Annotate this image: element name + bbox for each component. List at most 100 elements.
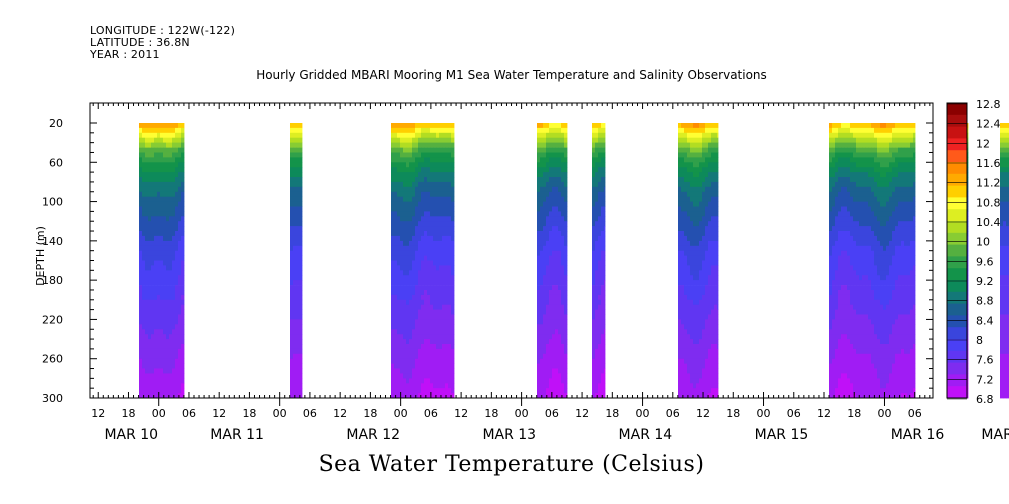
heatmap-cell (409, 348, 413, 355)
heatmap-cell (871, 368, 875, 374)
heatmap-cell (862, 235, 866, 242)
heatmap-cell (409, 231, 413, 237)
heatmap-cell (856, 324, 860, 330)
heatmap-cell (598, 299, 602, 306)
heatmap-cell (175, 393, 179, 399)
heatmap-cell (708, 240, 712, 247)
heatmap-cell (397, 196, 401, 202)
heatmap-cell (690, 275, 694, 281)
heatmap-cell (847, 319, 851, 325)
heatmap-cell (160, 206, 164, 212)
heatmap-cell (850, 353, 854, 360)
heatmap-cell (865, 196, 869, 202)
heatmap-cell (145, 363, 149, 369)
heatmap-cell (154, 378, 158, 384)
heatmap-cell (705, 127, 709, 134)
heatmap-cell (552, 142, 556, 148)
heatmap-cell (175, 358, 179, 364)
heatmap-cell (448, 127, 452, 134)
heatmap-cell (868, 147, 872, 153)
heatmap-cell (601, 363, 605, 369)
heatmap-cell (181, 167, 185, 173)
heatmap-cell (445, 309, 449, 315)
heatmap-cell (451, 265, 455, 271)
heatmap-cell (436, 260, 440, 266)
heatmap-cell (400, 240, 404, 247)
heatmap-cell (151, 137, 155, 143)
heatmap-cell (163, 299, 167, 306)
heatmap-cell (394, 255, 398, 261)
heatmap-cell (841, 177, 845, 183)
heatmap-cell (678, 201, 682, 207)
heatmap-cell (874, 299, 878, 306)
heatmap-cell (296, 235, 300, 242)
heatmap-cell (708, 319, 712, 325)
heatmap-cell (841, 152, 845, 158)
heatmap-cell (558, 123, 562, 129)
heatmap-cell (148, 388, 152, 394)
heatmap-cell (293, 280, 297, 286)
heatmap-cell (421, 157, 425, 163)
heatmap-cell (445, 329, 449, 335)
heatmap-cell (546, 265, 550, 271)
heatmap-cell (169, 348, 173, 355)
heatmap-cell (601, 373, 605, 379)
heatmap-cell (717, 358, 719, 364)
heatmap-cell (880, 373, 884, 379)
heatmap-cell (148, 309, 152, 315)
heatmap-cell (299, 304, 303, 310)
heatmap-cell (558, 344, 562, 350)
heatmap-cell (172, 290, 176, 296)
heatmap-cell (877, 255, 881, 261)
heatmap-cell (145, 245, 149, 252)
heatmap-cell (708, 196, 712, 202)
heatmap-cell (711, 226, 715, 232)
heatmap-cell (166, 172, 170, 178)
heatmap-cell (157, 378, 161, 384)
heatmap-cell (391, 363, 395, 369)
heatmap-cell (595, 211, 599, 217)
heatmap-cell (564, 368, 568, 374)
heatmap-cell (290, 123, 294, 129)
heatmap-cell (678, 309, 682, 315)
heatmap-cell (424, 132, 428, 139)
heatmap-cell (391, 299, 395, 306)
heatmap-cell (847, 142, 851, 148)
heatmap-cell (871, 294, 875, 301)
heatmap-cell (160, 383, 164, 389)
heatmap-cell (178, 137, 182, 143)
heatmap-cell (865, 255, 869, 261)
heatmap-cell (886, 211, 890, 217)
heatmap-cell (847, 363, 851, 369)
heatmap-cell (555, 186, 559, 193)
heatmap-cell (290, 393, 294, 399)
heatmap-cell (702, 270, 706, 276)
heatmap-cell (157, 348, 161, 355)
heatmap-cell (142, 290, 146, 296)
heatmap-cell (702, 172, 706, 178)
heatmap-cell (160, 240, 164, 247)
heatmap-cell (714, 373, 718, 379)
heatmap-cell (859, 245, 863, 252)
heatmap-cell (391, 177, 395, 183)
heatmap-cell (868, 383, 872, 389)
heatmap-cell (856, 368, 860, 374)
heatmap-cell (296, 299, 300, 306)
heatmap-cell (451, 285, 455, 291)
heatmap-cell (555, 162, 559, 168)
heatmap-cell (415, 383, 419, 389)
heatmap-cell (139, 344, 143, 350)
heatmap-cell (397, 147, 401, 153)
heatmap-cell (442, 309, 446, 315)
heatmap-cell (412, 186, 416, 193)
heatmap-cell (598, 348, 602, 355)
heatmap-cell (561, 378, 565, 384)
heatmap-cell (598, 147, 602, 153)
heatmap-cell (394, 221, 398, 227)
heatmap-cell (175, 294, 179, 301)
heatmap-cell (397, 162, 401, 168)
heatmap-cell (880, 147, 884, 153)
heatmap-cell (564, 383, 568, 389)
heatmap-cell (684, 383, 688, 389)
heatmap-cell (163, 206, 167, 212)
